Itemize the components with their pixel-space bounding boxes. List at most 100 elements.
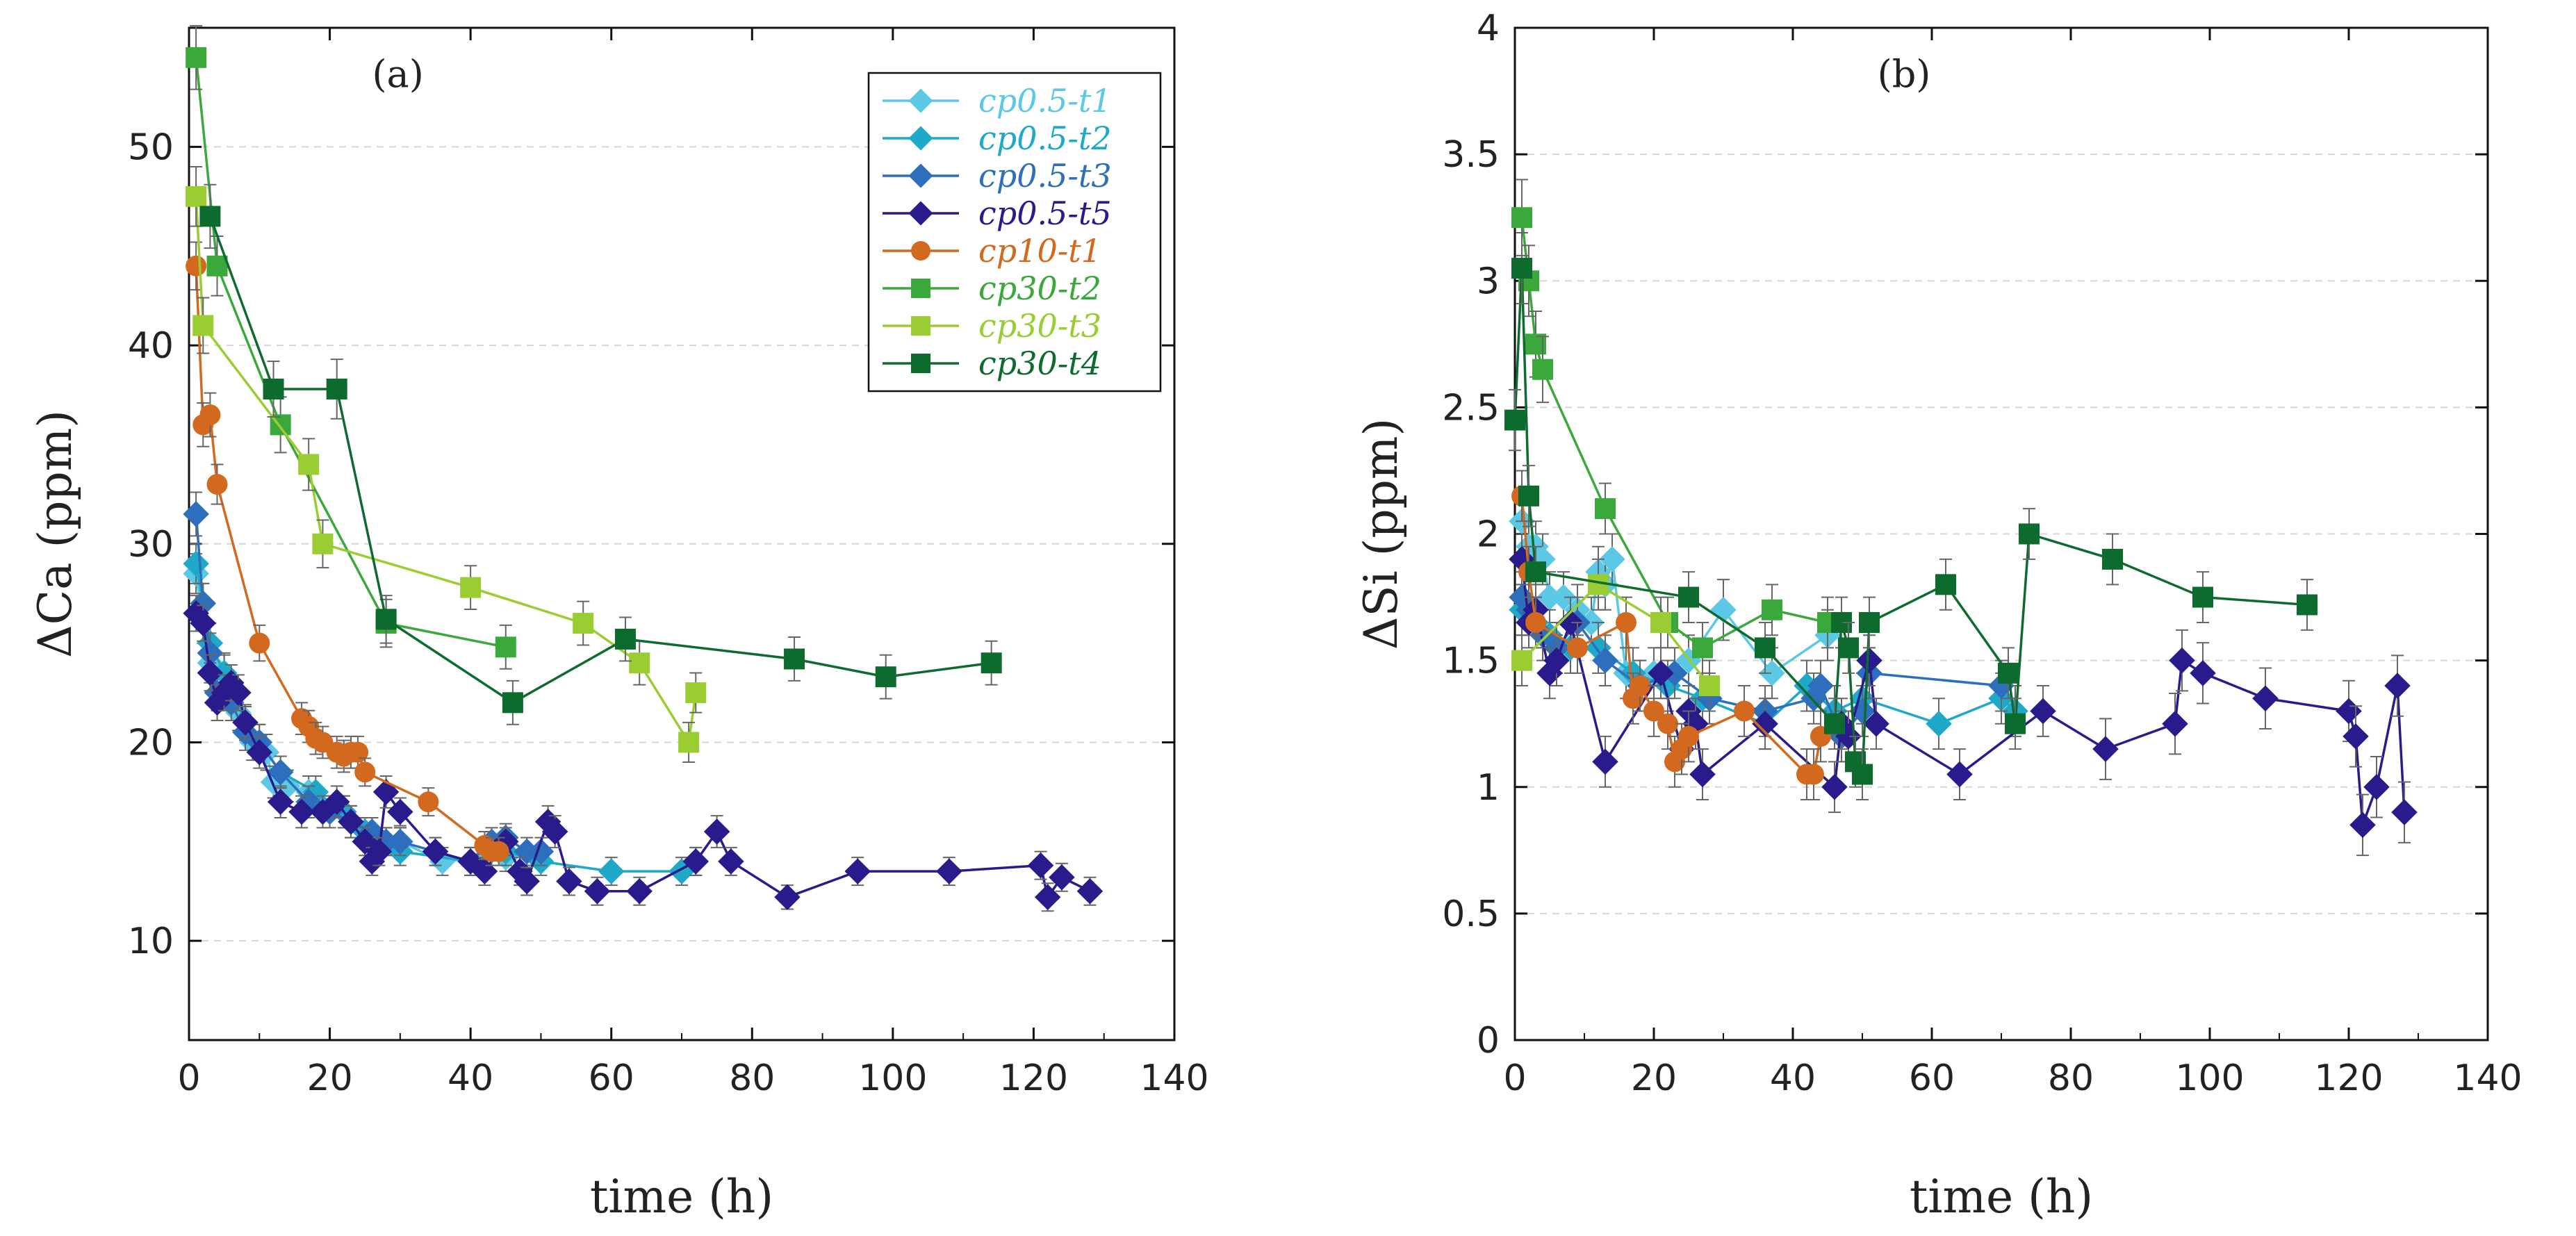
- data-point: [418, 791, 439, 813]
- x-tick-label: 100: [2175, 1057, 2244, 1099]
- x-axis-label: time (h): [1910, 1170, 2093, 1223]
- data-point: [1543, 647, 1570, 674]
- data-point: [626, 877, 653, 905]
- data-point: [2092, 736, 2119, 762]
- panel-a-chart: 0 20 40 60 80 100 120 140 10 20 30 40 50 time (h) ΔCa …: [28, 25, 1209, 1223]
- data-point: [1852, 764, 1873, 785]
- y-tick-label: 10: [128, 921, 174, 962]
- data-point: [1821, 774, 1848, 800]
- y-tick-label: 2.5: [1442, 387, 1500, 429]
- data-point: [183, 550, 209, 577]
- legend-label: cp0.5-t2: [978, 120, 1112, 157]
- legend-marker: [911, 241, 930, 261]
- series-cp10-t1: [186, 241, 509, 866]
- data-point: [1616, 611, 1636, 633]
- data-point: [598, 858, 625, 884]
- data-point: [875, 666, 896, 688]
- y-tick-label: 30: [128, 524, 174, 566]
- x-tick-label: 140: [1140, 1057, 1208, 1099]
- x-tick-label: 120: [2314, 1057, 2383, 1099]
- data-point: [584, 877, 611, 905]
- panel-b-chart: 0 20 40 60 80 100 120 140 0 0.5 1 1.5 2 2.5 3 3.5 4 time …: [1354, 8, 2522, 1223]
- y-tick-label: 4: [1477, 8, 1500, 49]
- y-tick-label: 40: [128, 325, 174, 367]
- data-point: [703, 818, 730, 845]
- data-point: [2252, 685, 2279, 712]
- data-point: [981, 652, 1002, 674]
- data-point: [387, 798, 413, 825]
- series-cp30-t3: [186, 165, 707, 764]
- legend-label: cp0.5-t5: [978, 195, 1112, 232]
- panel-label: (a): [372, 52, 423, 96]
- data-point: [1699, 675, 1720, 697]
- data-point: [2030, 698, 2056, 725]
- data-point: [774, 884, 801, 911]
- data-point: [1678, 586, 1699, 608]
- data-point: [422, 838, 449, 865]
- data-point: [288, 798, 315, 825]
- data-point: [1859, 611, 1880, 633]
- data-point: [460, 577, 482, 598]
- legend-marker: [908, 163, 933, 188]
- data-point: [190, 610, 217, 636]
- data-point: [488, 841, 509, 862]
- x-tick-label: 0: [177, 1057, 200, 1099]
- data-point: [1734, 700, 1755, 722]
- data-point: [1762, 599, 1782, 620]
- data-point: [1755, 637, 1775, 659]
- data-point: [1838, 637, 1859, 659]
- data-point: [186, 47, 207, 68]
- series-cp10-t1: [1511, 470, 1831, 800]
- series-cp0.5-t5: [1509, 533, 2418, 857]
- data-point: [784, 648, 805, 670]
- data-point: [1595, 498, 1616, 520]
- y-axis-label: ΔSi (ppm): [1354, 418, 1408, 650]
- data-point: [1049, 864, 1075, 891]
- legend-box: [867, 72, 1162, 393]
- data-point: [573, 613, 594, 634]
- legend-label: cp0.5-t1: [978, 82, 1112, 120]
- data-point: [1662, 660, 1688, 686]
- data-point: [1803, 764, 1824, 785]
- data-point: [1935, 574, 1956, 595]
- data-point: [225, 679, 252, 706]
- x-tick-label: 60: [1909, 1057, 1955, 1099]
- data-point: [1650, 611, 1671, 633]
- x-tick-label: 120: [999, 1057, 1068, 1099]
- data-point: [298, 454, 320, 475]
- series-cp30-t4: [199, 183, 1002, 725]
- data-point: [183, 501, 209, 527]
- legend-marker: [911, 354, 930, 373]
- data-point: [347, 741, 369, 763]
- data-point: [1856, 647, 1882, 674]
- data-point: [338, 808, 364, 835]
- data-point: [2192, 586, 2213, 608]
- data-point: [2391, 799, 2418, 825]
- data-point: [1532, 359, 1553, 380]
- x-axis-label: time (h): [590, 1170, 773, 1223]
- data-point: [232, 709, 259, 736]
- data-point: [1657, 713, 1678, 734]
- data-point: [2102, 548, 2123, 570]
- data-point: [199, 206, 221, 227]
- data-point: [1630, 675, 1650, 697]
- data-point: [2363, 774, 2390, 800]
- data-point: [1678, 725, 1699, 747]
- data-point: [2005, 713, 2026, 734]
- legend-label: cp30-t2: [978, 270, 1101, 307]
- y-tick-label: 0: [1477, 1020, 1500, 1062]
- y-tick-label: 0.5: [1442, 893, 1500, 935]
- data-point: [1511, 650, 1532, 671]
- data-point: [246, 739, 273, 766]
- data-point: [186, 255, 207, 277]
- data-point: [1592, 748, 1618, 775]
- y-tick-label: 20: [128, 722, 174, 764]
- legend-label: cp30-t3: [978, 307, 1101, 345]
- data-point: [844, 858, 871, 884]
- data-point: [312, 533, 334, 554]
- panel-label: (b): [1878, 52, 1931, 96]
- data-point: [206, 255, 228, 277]
- x-tick-label: 20: [1631, 1057, 1677, 1099]
- data-point: [1518, 485, 1539, 506]
